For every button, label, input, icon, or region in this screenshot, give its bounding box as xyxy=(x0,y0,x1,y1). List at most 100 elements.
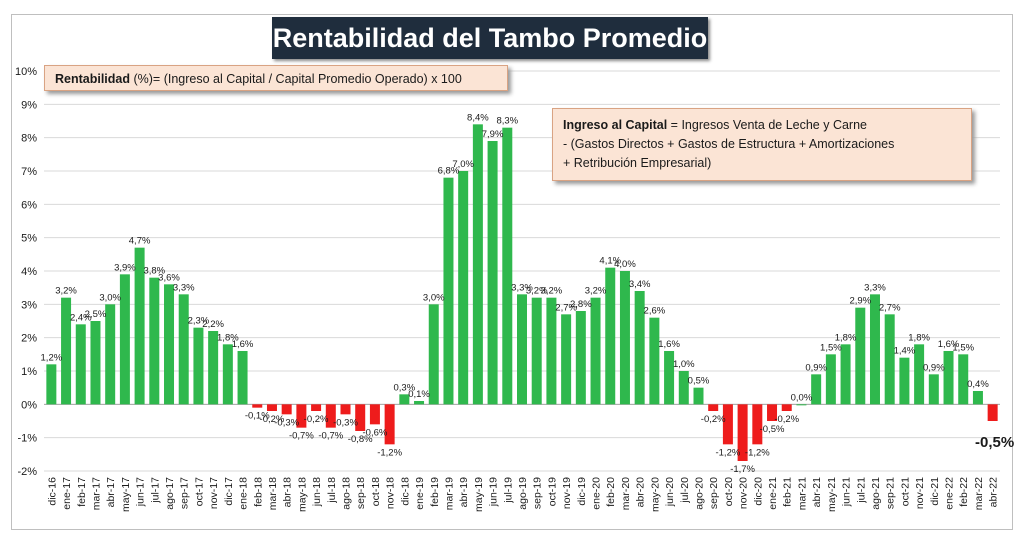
data-label: 0,5% xyxy=(688,376,710,387)
x-tick-label: dic-16 xyxy=(46,477,58,506)
data-label: 3,8% xyxy=(143,266,165,277)
x-tick-label: ago-18 xyxy=(341,477,353,510)
data-label: 1,8% xyxy=(835,332,857,343)
bar-sep-17 xyxy=(178,294,189,405)
bar-feb-21 xyxy=(781,404,792,411)
data-label: 2,9% xyxy=(849,296,871,307)
y-tick-label: 3% xyxy=(21,299,37,311)
y-tick-label: 9% xyxy=(21,99,37,111)
bar-oct-21 xyxy=(899,357,910,405)
bar-dic-18 xyxy=(399,394,410,405)
formula-note-bold: Rentabilidad xyxy=(55,72,131,86)
bar-jul-21 xyxy=(855,307,866,405)
y-tick-label: 6% xyxy=(21,199,37,211)
x-axis-ticks: dic-16 ene-17 feb-17 mar-17 abr-17 may-17 jun-… xyxy=(46,477,999,512)
bar-jun-20 xyxy=(664,351,675,405)
x-tick-label: oct-20 xyxy=(723,477,735,506)
bar-jul-19 xyxy=(502,127,513,405)
x-tick-label: abr-17 xyxy=(105,477,117,508)
data-label: -1,7% xyxy=(730,464,755,475)
x-tick-label: mar-21 xyxy=(796,477,808,510)
bar-ene-22 xyxy=(943,351,954,405)
data-label: 4,7% xyxy=(129,236,151,247)
bar-ago-18 xyxy=(340,404,351,415)
data-label: -0,2% xyxy=(774,414,799,425)
bar-may-20 xyxy=(649,317,660,405)
data-labels: 1,2%3,2%2,4%2,5%3,0%3,9%4,7%3,8%3,6%3,3%… xyxy=(41,112,1015,475)
bar-nov-21 xyxy=(914,344,925,405)
bar-abr-21 xyxy=(811,374,822,405)
x-tick-label: abr-20 xyxy=(635,477,647,508)
x-tick-label: sep-21 xyxy=(885,477,897,509)
bar-oct-20 xyxy=(722,404,733,445)
data-label: 2,5% xyxy=(85,309,107,320)
data-label: 0,9% xyxy=(923,362,945,373)
data-label: 7,9% xyxy=(482,129,504,140)
x-tick-label: jul-19 xyxy=(502,477,514,504)
data-label: 3,6% xyxy=(158,272,180,283)
data-label: 7,0% xyxy=(452,159,474,170)
data-label: -0,1% xyxy=(245,411,270,422)
data-label: 3,2% xyxy=(541,286,563,297)
y-tick-label: 2% xyxy=(21,333,37,345)
x-tick-label: dic-20 xyxy=(752,477,764,506)
x-tick-label: feb-17 xyxy=(76,477,88,507)
definition-note: Ingreso al Capital = Ingresos Venta de L… xyxy=(552,108,972,181)
bar-sep-19 xyxy=(531,297,542,405)
x-tick-label: mar-20 xyxy=(620,477,632,510)
bar-nov-17 xyxy=(208,331,219,405)
data-label: 1,8% xyxy=(217,332,239,343)
x-tick-label: sep-19 xyxy=(532,477,544,509)
y-tick-label: -2% xyxy=(17,466,37,478)
bar-jun-17 xyxy=(134,247,145,405)
data-label: 3,3% xyxy=(511,282,533,293)
data-label: 0,1% xyxy=(408,389,430,400)
bar-ene-19 xyxy=(414,401,425,405)
x-tick-label: may-21 xyxy=(826,477,838,512)
bar-abr-19 xyxy=(458,171,469,405)
bar-oct-17 xyxy=(193,327,204,405)
data-label: 1,2% xyxy=(41,352,63,363)
bar-dic-19 xyxy=(575,311,586,405)
x-tick-label: mar-17 xyxy=(90,477,102,510)
x-tick-label: mar-22 xyxy=(973,477,985,510)
data-label: 3,3% xyxy=(173,282,195,293)
bar-nov-19 xyxy=(561,314,572,405)
x-tick-label: oct-17 xyxy=(193,477,205,506)
y-tick-label: 0% xyxy=(21,399,37,411)
bar-oct-18 xyxy=(369,404,380,425)
bar-abr-17 xyxy=(105,304,116,405)
x-tick-label: oct-18 xyxy=(370,477,382,506)
bar-mar-19 xyxy=(443,177,454,405)
bar-sep-21 xyxy=(884,314,895,405)
data-label: 2,3% xyxy=(188,316,210,327)
x-tick-label: ago-19 xyxy=(517,477,529,510)
x-tick-label: nov-19 xyxy=(561,477,573,509)
y-tick-label: 4% xyxy=(21,266,37,278)
bar-may-19 xyxy=(472,124,483,405)
x-tick-label: jul-21 xyxy=(855,477,867,504)
bar-nov-18 xyxy=(384,404,395,445)
data-label: -0,2% xyxy=(701,414,726,425)
data-label: 0,4% xyxy=(967,379,989,390)
x-tick-label: abr-19 xyxy=(458,477,470,508)
data-label: -0,7% xyxy=(318,431,343,442)
x-tick-label: sep-17 xyxy=(179,477,191,509)
bar-may-18 xyxy=(296,404,307,428)
data-label: 1,6% xyxy=(938,339,960,350)
data-label: 4,0% xyxy=(614,259,636,270)
definition-line-1-text: = Ingresos Venta de Leche y Carne xyxy=(667,118,867,132)
x-tick-label: ene-22 xyxy=(944,477,956,510)
data-label: 2,7% xyxy=(879,302,901,313)
bar-ago-19 xyxy=(516,294,528,405)
definition-line-1: Ingreso al Capital = Ingresos Venta de L… xyxy=(563,116,961,135)
x-tick-label: feb-21 xyxy=(782,477,794,507)
data-label: 0,3% xyxy=(394,382,416,393)
bar-nov-20 xyxy=(737,404,748,461)
data-label: -0,6% xyxy=(363,427,388,438)
data-label: -0,5% xyxy=(760,424,785,435)
bar-feb-18 xyxy=(252,404,263,408)
y-tick-label: 1% xyxy=(21,366,37,378)
x-tick-label: may-19 xyxy=(473,477,485,512)
bar-ago-20 xyxy=(693,387,704,405)
